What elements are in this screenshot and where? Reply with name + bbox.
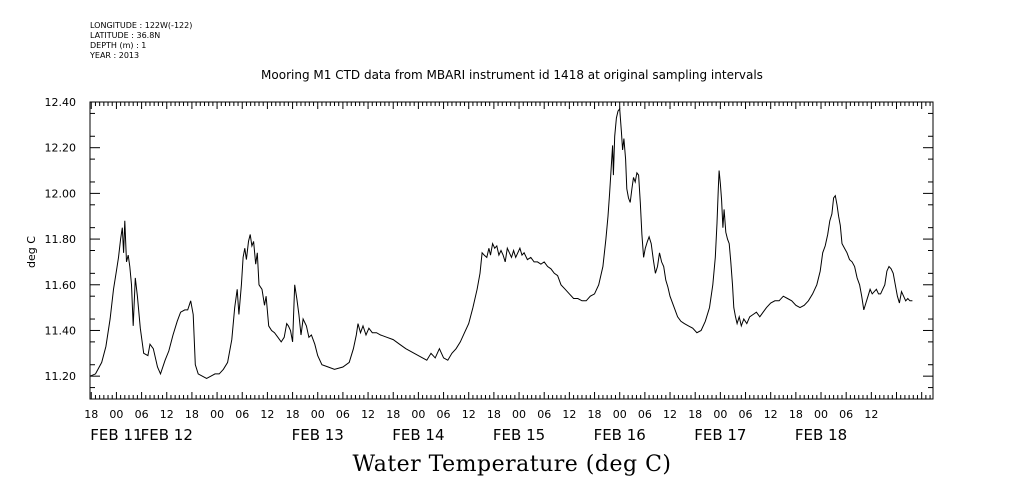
x-hour-label: 06 xyxy=(135,408,149,421)
x-hour-label: 12 xyxy=(361,408,375,421)
x-hour-label: 18 xyxy=(185,408,199,421)
x-axis-title: Water Temperature (deg C) xyxy=(352,452,672,477)
latitude-label: LATITUDE : 36.8N xyxy=(90,31,161,40)
x-hour-label: 12 xyxy=(764,408,778,421)
metadata-block: LONGITUDE : 122W(-122) LATITUDE : 36.8N … xyxy=(90,21,192,61)
x-hour-label: 06 xyxy=(839,408,853,421)
x-day-label: FEB 16 xyxy=(594,426,646,444)
x-day-label: FEB 12 xyxy=(141,426,193,444)
y-tick-label: 11.20 xyxy=(45,370,77,383)
x-hour-label: 00 xyxy=(814,408,828,421)
x-hour-label: 18 xyxy=(386,408,400,421)
chart-title: Mooring M1 CTD data from MBARI instrumen… xyxy=(261,68,763,82)
longitude-label: LONGITUDE : 122W(-122) xyxy=(90,21,193,30)
x-hour-label: 06 xyxy=(537,408,551,421)
x-hour-label: 06 xyxy=(235,408,249,421)
x-hour-label: 06 xyxy=(638,408,652,421)
y-tick-label: 11.60 xyxy=(45,279,77,292)
x-hour-label: 18 xyxy=(487,408,501,421)
x-hour-label: 18 xyxy=(286,408,300,421)
y-tick-label: 12.00 xyxy=(45,187,77,200)
depth-label: DEPTH (m) : 1 xyxy=(90,41,147,50)
x-hour-label: 06 xyxy=(336,408,350,421)
year-label: YEAR : 2013 xyxy=(90,51,140,60)
x-hour-label: 12 xyxy=(462,408,476,421)
x-hour-label: 12 xyxy=(864,408,878,421)
x-hour-label: 12 xyxy=(663,408,677,421)
x-hour-label: 18 xyxy=(789,408,803,421)
x-hour-label: 00 xyxy=(210,408,224,421)
x-day-label: FEB 15 xyxy=(493,426,545,444)
y-tick-label: 11.40 xyxy=(45,324,77,337)
x-hour-label: 18 xyxy=(84,408,98,421)
x-day-label: FEB 18 xyxy=(795,426,847,444)
x-hour-label: 00 xyxy=(311,408,325,421)
series-line xyxy=(89,107,913,379)
x-hour-label: 00 xyxy=(109,408,123,421)
x-hour-label: 06 xyxy=(437,408,451,421)
x-hour-label: 00 xyxy=(411,408,425,421)
plot-frame xyxy=(89,101,934,400)
x-day-label: FEB 11 xyxy=(90,426,142,444)
x-hour-label: 18 xyxy=(588,408,602,421)
y-axis-label: deg C xyxy=(25,236,38,268)
x-hour-label: 00 xyxy=(713,408,727,421)
y-tick-label: 12.40 xyxy=(45,96,77,109)
x-day-label: FEB 17 xyxy=(694,426,746,444)
x-day-label: FEB 13 xyxy=(292,426,344,444)
x-hour-label: 00 xyxy=(512,408,526,421)
x-hour-label: 00 xyxy=(613,408,627,421)
x-hour-label: 06 xyxy=(739,408,753,421)
x-hour-label: 12 xyxy=(562,408,576,421)
x-day-label: FEB 14 xyxy=(392,426,444,444)
y-tick-label: 11.80 xyxy=(45,233,77,246)
y-tick-label: 12.20 xyxy=(45,142,77,155)
x-hour-label: 12 xyxy=(160,408,174,421)
x-hour-label: 12 xyxy=(260,408,274,421)
x-hour-label: 18 xyxy=(688,408,702,421)
